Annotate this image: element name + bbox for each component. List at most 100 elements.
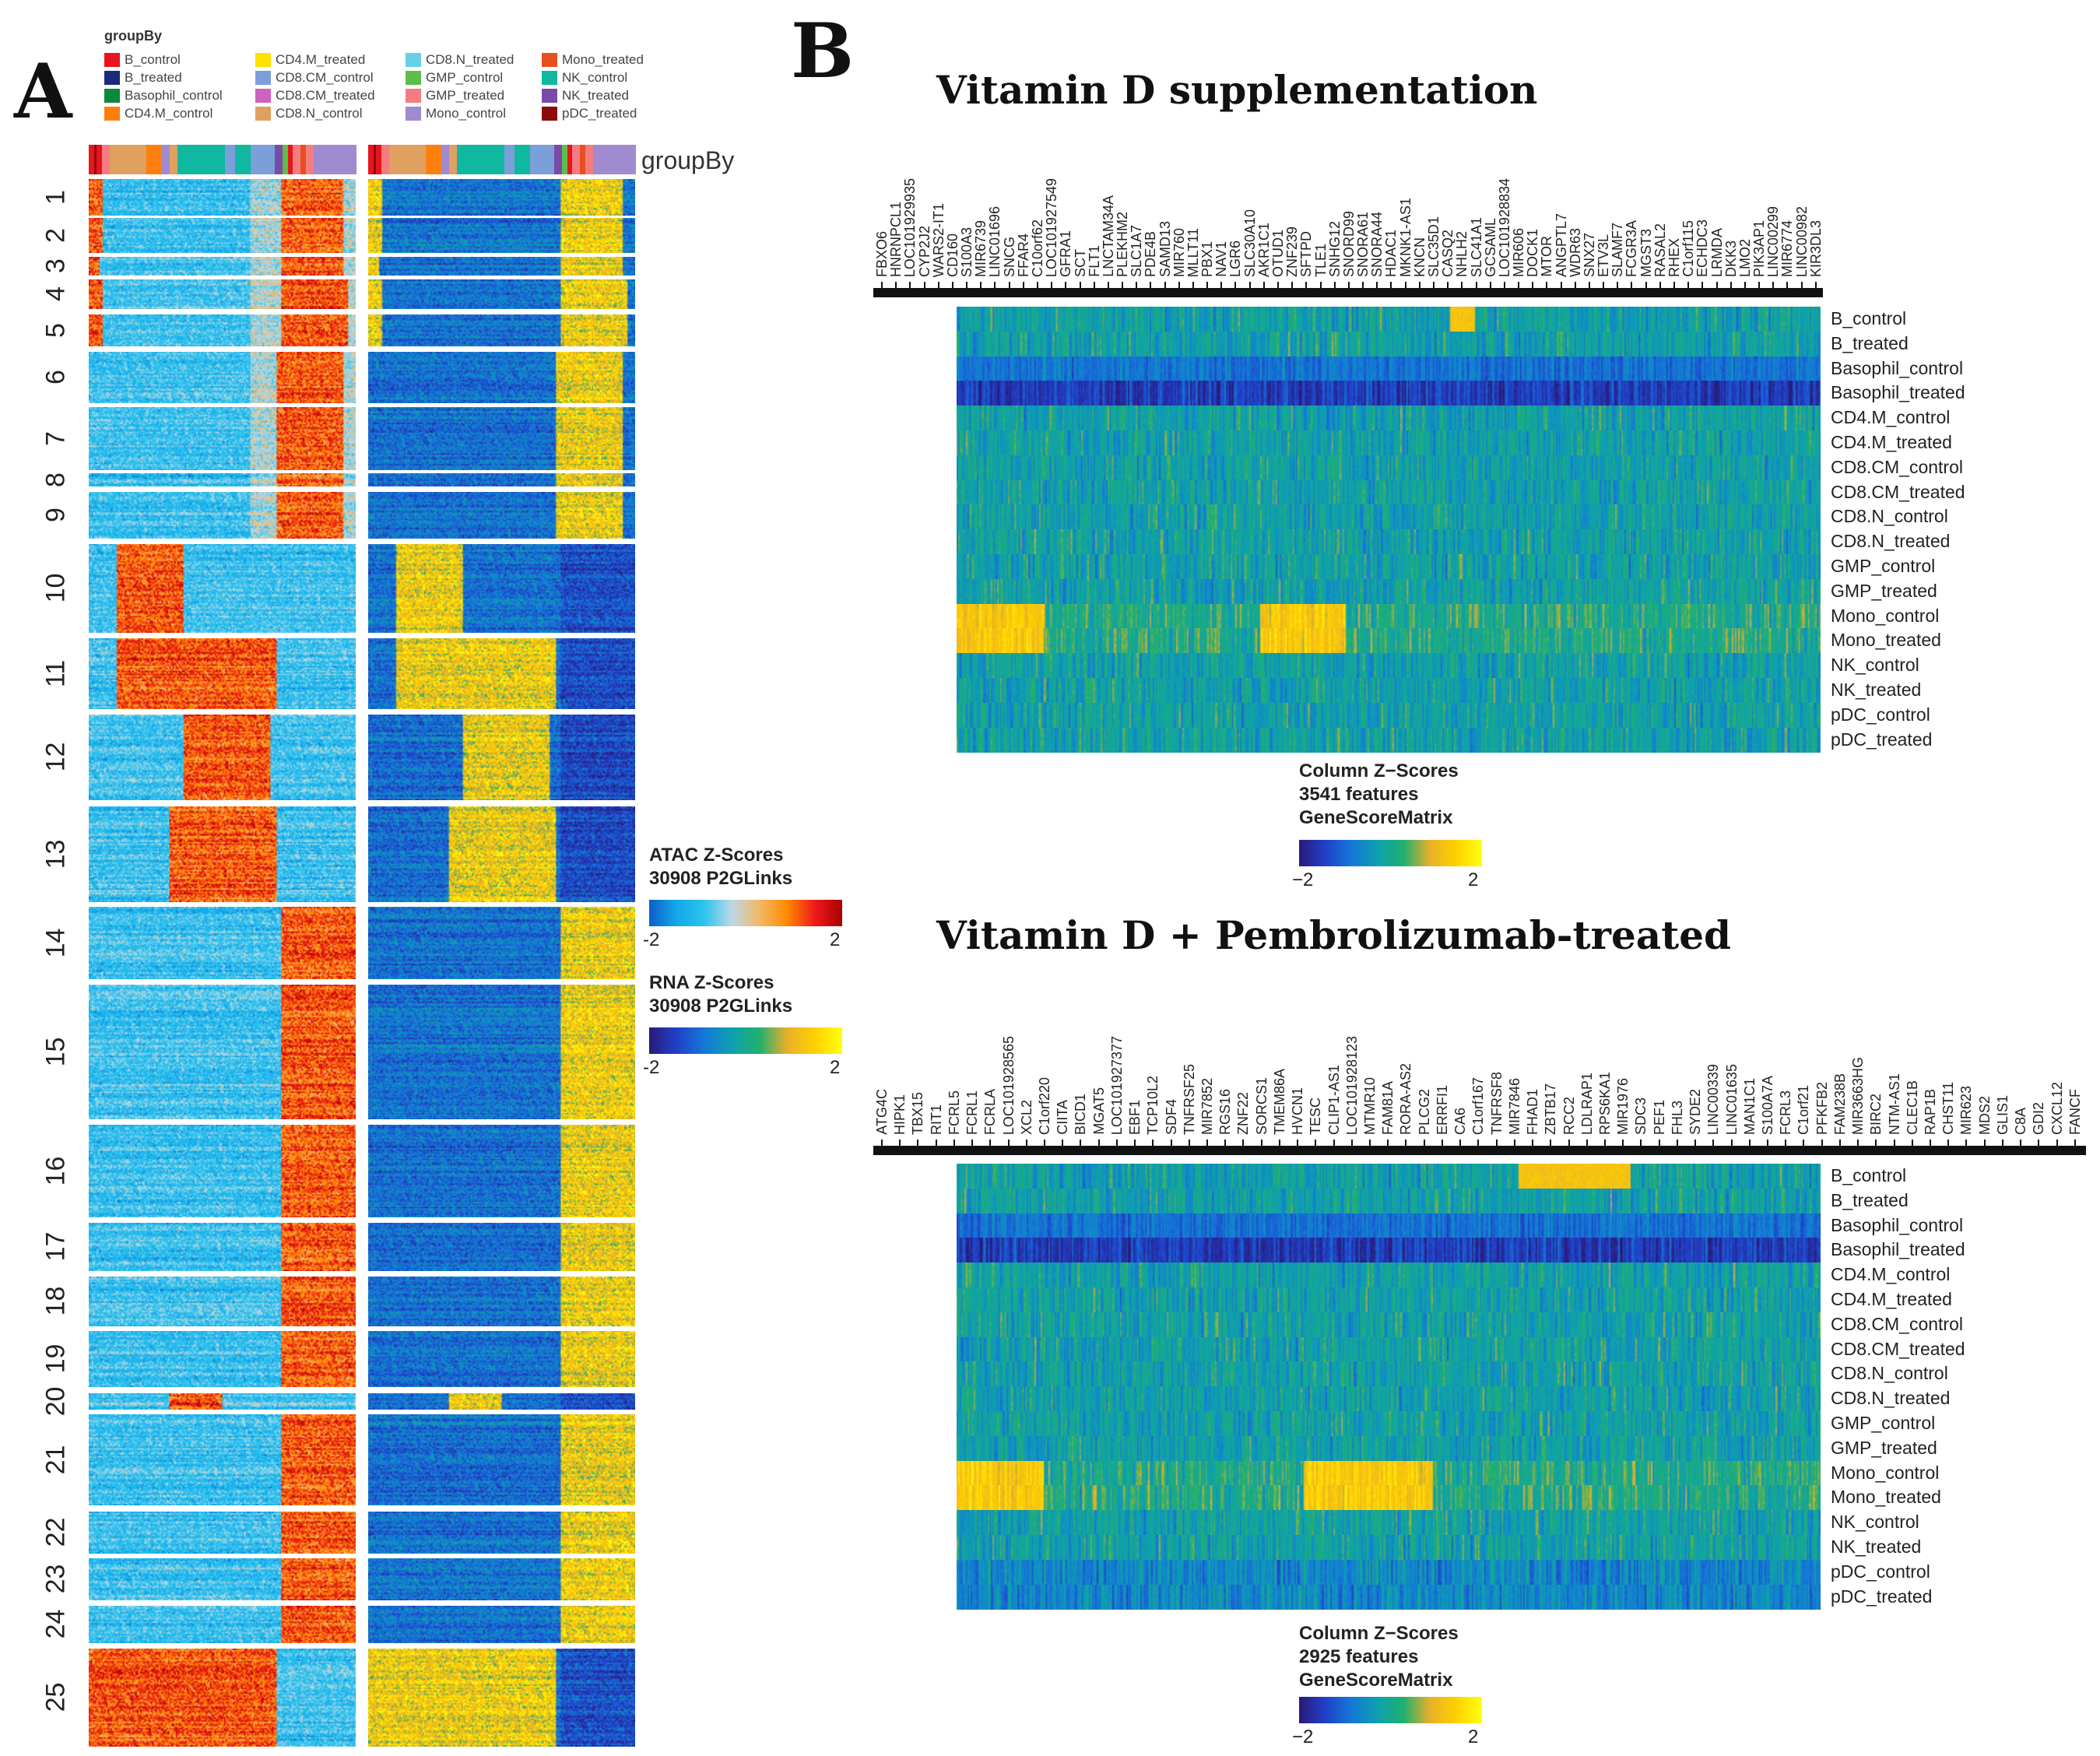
- gene-tick: [909, 282, 911, 290]
- row-label: CD8.N_control: [1831, 506, 1948, 527]
- atac-cluster-heatmap: [89, 473, 356, 486]
- group-annotation-segment: [235, 145, 252, 174]
- gene-tick: [1362, 282, 1364, 290]
- gene-label: MIR606: [1511, 227, 1527, 277]
- gene-tick: [1532, 282, 1534, 290]
- heatmap-row: [957, 455, 1821, 480]
- gene-tick: [1744, 282, 1746, 290]
- gene-label: MGAT5: [1090, 1087, 1107, 1135]
- gene-label: BIRC2: [1868, 1093, 1884, 1135]
- gene-label: LOC101929935: [902, 177, 918, 277]
- gene-label: MIR623: [1958, 1085, 1975, 1135]
- gene-tick: [1803, 1140, 1805, 1147]
- gene-tick: [1477, 1140, 1480, 1147]
- gene-tick: [1893, 1140, 1895, 1147]
- row-label: GMP_treated: [1831, 1437, 1937, 1458]
- row-label: B_treated: [1831, 1189, 1909, 1210]
- gene-label: TLE1: [1312, 243, 1329, 277]
- row-label: CD8.CM_control: [1831, 456, 1963, 477]
- atac-cluster-heatmap: [89, 257, 356, 276]
- gene-tick: [1532, 1140, 1534, 1147]
- gene-label: SLAMF7: [1610, 222, 1626, 277]
- group-label: pDC_treated: [562, 106, 637, 121]
- group-annotation-segment: [224, 145, 236, 174]
- gene-label: MGST3: [1638, 228, 1654, 277]
- cluster-label: 11: [40, 659, 71, 687]
- gene-label: MTMR10: [1362, 1076, 1378, 1135]
- gene-label: LRMDA: [1708, 227, 1725, 277]
- gene-tick: [1814, 282, 1817, 290]
- group-label: GMP_treated: [426, 88, 505, 103]
- group-annotation-segment: [251, 145, 276, 174]
- gene-label: MAN1C1: [1741, 1077, 1758, 1135]
- gene-tick: [895, 282, 897, 290]
- gene-tick: [1947, 1140, 1950, 1147]
- gene-label: FHL3: [1669, 1100, 1685, 1135]
- gene-label: KNCN: [1411, 237, 1428, 277]
- gene-tick: [1603, 282, 1605, 290]
- atac-legend-subtitle: 30908 P2GLinks: [649, 868, 793, 889]
- group-swatch: [406, 71, 421, 85]
- gene-label: LOC101928123: [1343, 1035, 1360, 1135]
- gene-label: LOC101927549: [1044, 177, 1060, 277]
- gene-label: SLC35D1: [1425, 216, 1442, 277]
- gene-tick: [1387, 1140, 1389, 1147]
- gene-tick: [1319, 282, 1322, 290]
- heatmap-row: [957, 1164, 1821, 1189]
- group-annotation-segment: [97, 145, 103, 174]
- gene-tick: [2001, 1140, 2003, 1147]
- cluster-label: 7: [40, 430, 71, 446]
- gene-label: FBXO6: [874, 230, 890, 277]
- group-annotation-segment: [274, 145, 283, 174]
- gene-tick: [1911, 1140, 1913, 1147]
- heatmap-row: [957, 1485, 1821, 1511]
- gene-tick: [1617, 282, 1619, 290]
- annotation-label: groupBy: [641, 146, 735, 174]
- cluster-label: 18: [40, 1286, 71, 1316]
- rna-cluster-heatmap: [368, 473, 635, 486]
- atac-cluster-heatmap: [89, 1414, 356, 1505]
- rna-cluster-heatmap: [368, 1512, 635, 1554]
- gene-label: LMO2: [1737, 238, 1753, 277]
- rna-cluster-heatmap: [368, 352, 635, 403]
- gene-tick: [1022, 282, 1024, 290]
- cluster-label: 13: [40, 839, 71, 869]
- group-annotation-segment: [457, 145, 505, 174]
- gene-label: SLC30A10: [1241, 209, 1258, 277]
- gene-label: ZNF239: [1284, 226, 1301, 277]
- group-annotation-segment: [109, 145, 147, 174]
- cluster-label: 14: [40, 928, 71, 957]
- gene-label: RORA-AS2: [1398, 1062, 1414, 1135]
- group-annotation-segment: [561, 145, 568, 174]
- heatmap-row: [957, 702, 1821, 728]
- group-swatch: [104, 53, 120, 67]
- rna-legend: RNA Z-Scores 30908 P2GLinks: [649, 971, 792, 1018]
- gene-label: DOCK1: [1525, 228, 1541, 277]
- gene-tick: [1715, 282, 1718, 290]
- gene-tick: [1350, 1140, 1353, 1147]
- gene-tick: [1785, 1140, 1787, 1147]
- gene-label: NAV1: [1213, 241, 1230, 277]
- gene-label: HVCN1: [1290, 1087, 1306, 1135]
- group-annotation-segment: [514, 145, 532, 174]
- gene-label: AKR1C1: [1255, 222, 1272, 277]
- gene-label: C10orf62: [1029, 219, 1045, 277]
- row-label: GMP_control: [1831, 1413, 1936, 1433]
- gene-label: GFRA1: [1058, 230, 1074, 277]
- gene-label: RPS6KA1: [1596, 1071, 1613, 1135]
- gene-tick: [1093, 282, 1095, 290]
- gene-label: SAMD13: [1157, 220, 1173, 277]
- group-annotation-segment: [572, 145, 581, 174]
- gene-tick: [1461, 282, 1463, 290]
- heatmap-row: [957, 1559, 1821, 1585]
- gene-label: SDC3: [1633, 1097, 1649, 1135]
- heatmap-row: [957, 578, 1821, 604]
- gene-tick: [1122, 282, 1124, 290]
- atac-min-label: -2: [643, 929, 660, 950]
- gene-label: WDR63: [1567, 227, 1583, 277]
- gene-label: FCRL1: [964, 1090, 981, 1135]
- gene-tick: [1260, 1140, 1262, 1147]
- gene-label: FCRL3: [1778, 1090, 1794, 1135]
- rna-cluster-heatmap: [368, 1277, 635, 1326]
- gene-axis-bar: [873, 1146, 2086, 1155]
